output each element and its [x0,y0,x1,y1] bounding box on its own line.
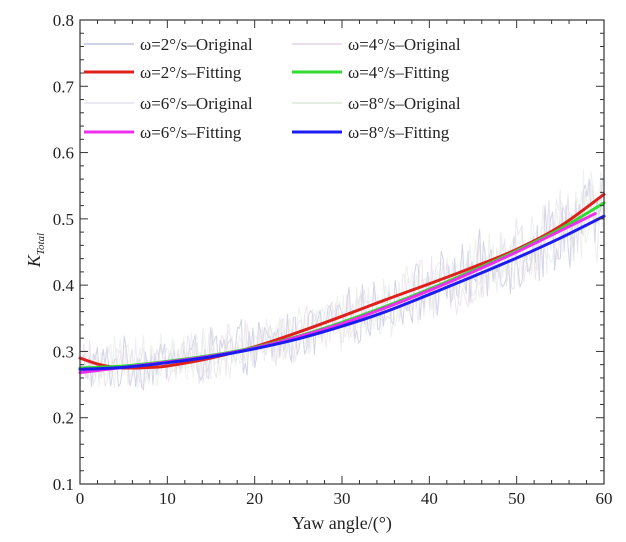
x-tick-label: 40 [421,489,438,508]
plot-background [80,20,604,484]
x-tick-label: 30 [334,489,351,508]
tick-labels: 0 10 20 30 40 50 60 0.1 0.2 0.3 0.4 0.5 0.6 0.7 0.8 [53,11,613,508]
y-axis-label-main: K [24,254,44,268]
series--8-s-fitting [78,214,606,371]
legend-label: ω=8°/s–Original [348,94,461,113]
legend-item: ω=4°/s–Fitting [292,63,450,82]
legend-label: ω=6°/s–Fitting [140,123,242,142]
y-tick-label: 0.4 [53,276,75,295]
y-tick-label: 0.2 [53,409,74,428]
y-tick-label: 0.6 [53,144,74,163]
x-tick-label: 20 [246,489,263,508]
legend-item: ω=6°/s–Fitting [84,123,242,142]
x-tick-label: 60 [596,489,613,508]
legend-label: ω=4°/s–Original [348,35,461,54]
legend-item: ω=6°/s–Original [84,94,253,113]
legend-item: ω=2°/s–Fitting [84,63,242,82]
legend-label: ω=8°/s–Fitting [348,123,450,142]
legend-label: ω=6°/s–Original [140,94,253,113]
x-tick-label: 50 [508,489,525,508]
x-tick-label: 0 [76,489,85,508]
axes [79,19,605,485]
legend-item: ω=2°/s–Original [84,35,253,54]
y-tick-label: 0.3 [53,342,74,361]
fitting-curves-layer [78,192,606,375]
legend-item: ω=8°/s–Fitting [292,123,450,142]
y-tick-label: 0.7 [53,77,75,96]
legend-label: ω=2°/s–Fitting [140,63,242,82]
y-tick-label: 0.8 [53,11,74,30]
y-axis-label: KTotal [24,233,47,268]
y-axis-label-sub: Total [35,233,47,255]
plot-area [80,20,604,484]
y-tick-label: 0.5 [53,210,74,229]
legend-item: ω=8°/s–Original [292,94,461,113]
y-tick-label: 0.1 [53,475,74,494]
x-axis-label: Yaw angle/(°) [292,513,392,534]
x-tick-label: 10 [159,489,176,508]
legend-item: ω=4°/s–Original [292,35,461,54]
legend-label: ω=2°/s–Original [140,35,253,54]
legend-label: ω=4°/s–Fitting [348,63,450,82]
legend: ω=2°/s–Original ω=4°/s–Original ω=2°/s–Fit… [84,35,461,142]
